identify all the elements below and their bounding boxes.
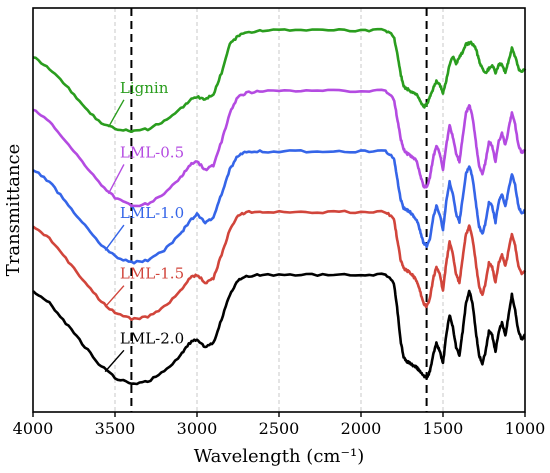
annotation-leader-line [104,224,125,251]
series-label: LML-2.0 [120,329,184,347]
annotation-leader-line [107,164,125,195]
y-axis-title: Transmittance [3,144,24,277]
x-tick-label: 3000 [177,419,218,438]
x-axis-title: Wavelength (cm⁻¹) [194,446,364,467]
series-group [32,27,527,386]
x-tick-label: 2500 [259,419,300,438]
x-tick-label: 1500 [423,419,464,438]
annotation-leader-line [104,285,125,308]
x-tick-label: 4000 [13,419,54,438]
annotation-leader-line [107,99,125,128]
series-line-lml-0-5 [32,88,527,208]
series-label: LML-0.5 [120,143,184,161]
series-label: Lignin [120,79,169,97]
annotation-leader-line [104,349,125,373]
x-axis-ticks: 4000 3500 3000 2500 2000 1500 1000 [13,412,546,438]
reference-lines [130,8,428,412]
x-tick-label: 1000 [505,419,546,438]
x-tick-label: 2000 [341,419,382,438]
series-line-lml-1-5 [32,209,527,321]
grid-lines [114,8,444,412]
series-line-lml-1-0 [32,149,526,265]
x-tick-label: 3500 [95,419,136,438]
series-annotations: Lignin LML-0.5 LML-1.0 LML-1.5 LML-2.0 [104,79,184,373]
series-line-lignin [32,27,527,133]
series-label: LML-1.5 [120,265,184,283]
series-label: LML-1.0 [120,204,184,222]
series-line-lml-2-0 [32,272,526,386]
